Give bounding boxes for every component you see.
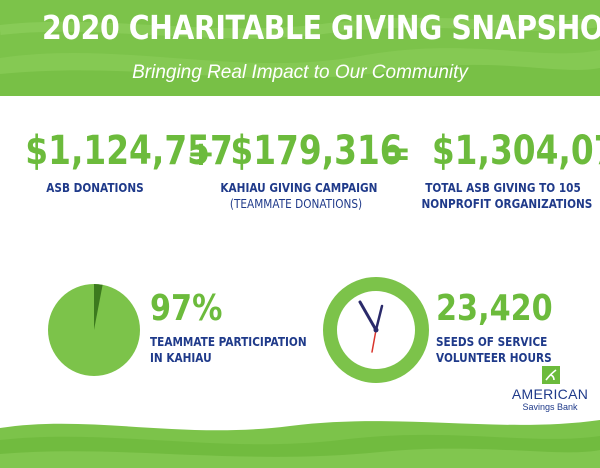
clock-icon [323, 277, 429, 383]
participation-pie-chart [48, 284, 140, 376]
kahiau-campaign-value: $179,316 [230, 128, 403, 174]
asb-donations-value: $1,124,757 [25, 128, 233, 174]
footer-wave-band [0, 410, 600, 468]
header-wave-pattern [0, 17, 600, 96]
total-giving-label-line2: NONPROFIT ORGANIZATIONS [421, 196, 593, 211]
page-subtitle: Bringing Real Impact to Our Community [132, 62, 468, 83]
participation-value: 97% [150, 288, 223, 329]
participation-label-line2: IN KAHIAU [150, 350, 212, 365]
total-giving-value: $1,304,073 [431, 128, 600, 174]
volunteer-hours-value: 23,420 [436, 288, 553, 329]
volunteer-hours-label-line2: VOLUNTEER HOURS [436, 350, 552, 365]
american-savings-bank-logo: AMERICAN Savings Bank [508, 366, 592, 414]
asb-donations-label: ASB DONATIONS [46, 180, 144, 195]
logo-mark-icon [542, 366, 560, 384]
logo-subname: Savings Bank [522, 402, 578, 412]
pie-slice-non-participating [94, 284, 103, 330]
kahiau-campaign-sublabel: (TEAMMATE DONATIONS) [229, 196, 363, 211]
equals-sign: = [382, 134, 412, 174]
plus-sign: + [186, 134, 216, 174]
total-giving-label-line1: TOTAL ASB GIVING TO 105 [425, 180, 581, 195]
page-title: 2020 CHARITABLE GIVING SNAPSHOT [42, 8, 600, 47]
logo-name: AMERICAN [511, 386, 589, 402]
kahiau-campaign-label: KAHIAU GIVING CAMPAIGN [220, 180, 378, 195]
volunteer-hours-label-line1: SEEDS OF SERVICE [436, 334, 548, 349]
header-banner: 2020 CHARITABLE GIVING SNAPSHOT Bringing… [0, 0, 600, 96]
participation-label-line1: TEAMMATE PARTICIPATION [150, 334, 307, 349]
